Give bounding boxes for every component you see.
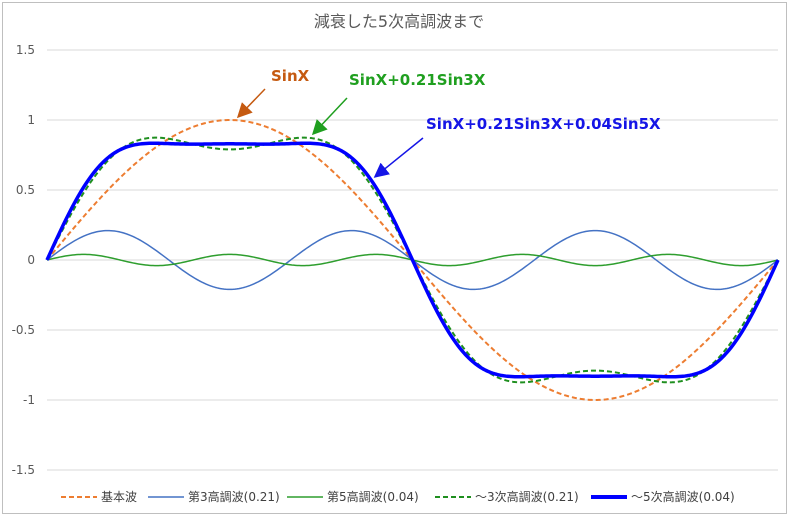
y-tick-label: -1 [23,393,35,407]
annotation-3x-arrow [311,97,348,136]
y-tick-label: -1.5 [12,463,35,477]
annotation-sinx: SinX [271,67,310,85]
legend-label-5th: 第5高調波(0.04) [327,489,419,504]
chart-svg: 減衰した5次高調波まで 1.5 1 0.5 0 -0.5 -1 -1.5 SinX SinX… [12,12,780,504]
y-tick-label: -0.5 [12,323,35,337]
legend: 基本波 第3高調波(0.21) 第5高調波(0.04) ～3次高調波(0.21)… [61,489,735,504]
annotation-3x: SinX+0.21Sin3X [349,71,486,89]
annotation-sinx-arrow [236,88,266,119]
chart-title: 減衰した5次高調波まで [314,12,484,31]
y-axis-ticks: 1.5 1 0.5 0 -0.5 -1 -1.5 [12,43,35,477]
legend-label-3rd: 第3高調波(0.21) [188,489,280,504]
series-sum-5th [45,141,780,379]
annotation-5x: SinX+0.21Sin3X+0.04Sin5X [426,115,661,133]
series-sum-3rd [46,136,779,384]
legend-label-fundamental: 基本波 [101,490,137,504]
legend-label-sum3: ～3次高調波(0.21) [475,489,579,504]
y-tick-label: 0 [27,253,35,267]
y-tick-label: 1 [27,113,35,127]
y-tick-label: 1.5 [16,43,35,57]
annotation-5x-arrow [373,137,424,178]
series-lines [45,119,780,401]
y-tick-label: 0.5 [16,183,35,197]
legend-label-sum5: ～5次高調波(0.04) [631,489,735,504]
